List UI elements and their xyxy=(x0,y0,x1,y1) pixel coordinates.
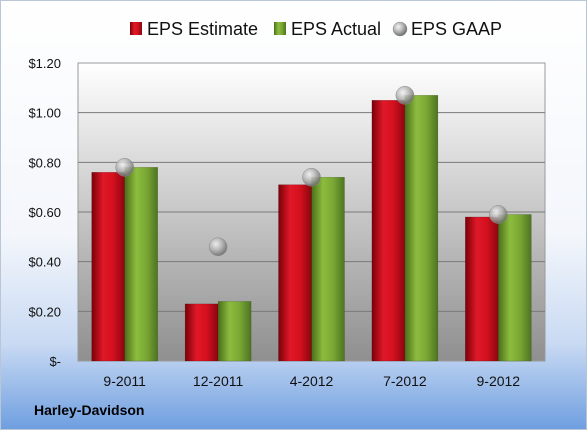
legend-label: EPS Actual xyxy=(291,19,381,39)
x-tick-label: 7-2012 xyxy=(383,373,427,389)
marker-eps-gaap xyxy=(115,158,134,177)
legend-label: EPS Estimate xyxy=(147,19,258,39)
legend-swatch-eps-gaap xyxy=(392,21,408,37)
bar-eps-actual xyxy=(498,214,532,362)
y-tick-label: $0.20 xyxy=(28,304,61,319)
bars xyxy=(91,95,532,362)
y-tick-label: $0.80 xyxy=(28,155,61,170)
bar-eps-estimate xyxy=(184,303,219,362)
x-tick-label: 12-2011 xyxy=(193,373,244,389)
marker-eps-gaap xyxy=(208,237,228,257)
bar-eps-estimate xyxy=(465,216,499,362)
y-tick-label: $1.00 xyxy=(28,106,61,121)
bar-eps-estimate xyxy=(91,172,125,362)
legend-label: EPS GAAP xyxy=(411,19,502,39)
bar-eps-actual xyxy=(311,176,345,362)
legend-swatch-eps-estimate xyxy=(130,22,142,35)
x-tick-label: 9-2011 xyxy=(103,373,146,389)
x-tick-label: 9-2012 xyxy=(477,373,521,389)
marker-eps-gaap xyxy=(489,205,508,224)
marker-eps-gaap xyxy=(302,167,321,187)
bar-eps-actual xyxy=(217,301,252,362)
marker-eps-gaap xyxy=(395,86,415,105)
x-axis: 9-2011 12-2011 4-2012 7-2012 9-2012 xyxy=(103,373,520,389)
bar-eps-actual xyxy=(404,95,439,362)
bar-eps-actual xyxy=(124,167,158,362)
y-tick-label: $1.20 xyxy=(28,56,61,71)
y-tick-label: $- xyxy=(49,354,61,369)
bar-eps-estimate xyxy=(371,100,406,362)
x-tick-label: 4-2012 xyxy=(290,373,334,389)
legend: EPS Estimate EPS Actual EPS GAAP xyxy=(130,19,502,39)
y-tick-label: $0.60 xyxy=(28,205,61,220)
bar-eps-estimate xyxy=(278,184,312,362)
legend-swatch-eps-actual xyxy=(274,22,286,35)
gaap-markers xyxy=(115,86,508,257)
y-tick-label: $0.40 xyxy=(28,255,61,270)
y-axis: $- $0.20 $0.40 $0.60 $0.80 $1.00 $1.20 xyxy=(28,56,61,369)
company-name: Harley-Davidson xyxy=(34,402,145,418)
